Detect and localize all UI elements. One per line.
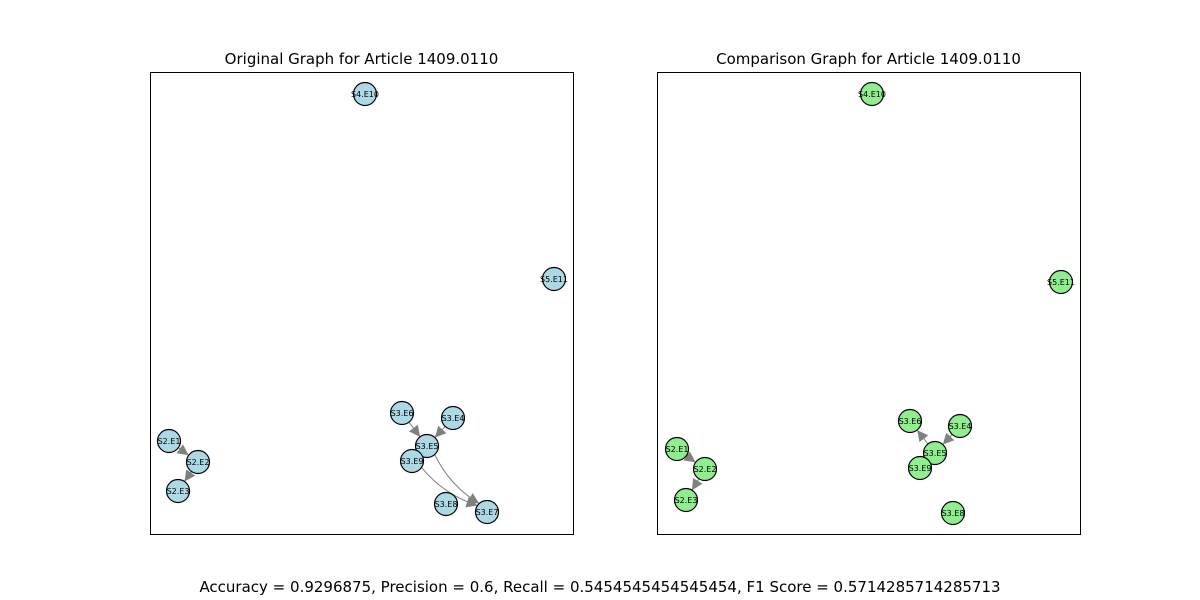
graph-node: S2.E3 xyxy=(673,487,699,513)
arrowhead-S3.E6-S3.E5 xyxy=(409,424,421,437)
graph-node: S3.E9 xyxy=(399,448,425,474)
node-label: S2.E2 xyxy=(187,458,210,467)
graph-node: S3.E4 xyxy=(440,405,466,431)
node-circle xyxy=(897,408,923,434)
right-graph-frame xyxy=(657,72,1081,535)
node-label: S4.E10 xyxy=(351,90,379,99)
graph-node: S2.E2 xyxy=(692,456,718,482)
arrowhead-S3.E4-S3.E5 xyxy=(942,432,955,445)
node-circle xyxy=(692,456,718,482)
node-circle xyxy=(185,449,211,475)
node-circle xyxy=(389,400,415,426)
node-circle xyxy=(541,266,567,292)
graph-node: S3.E7 xyxy=(474,499,500,525)
arrowhead-S3.E5-S3.E6 xyxy=(917,430,929,443)
graph-node: S3.E8 xyxy=(433,491,459,517)
node-label: S3.E9 xyxy=(909,464,932,473)
node-circle xyxy=(673,487,699,513)
node-label: S3.E5 xyxy=(416,442,439,451)
graph-node: S3.E5 xyxy=(414,433,440,459)
graph-node: S3.E9 xyxy=(907,455,933,481)
node-circle xyxy=(907,455,933,481)
node-circle xyxy=(414,433,440,459)
node-circle xyxy=(664,436,690,462)
node-circle xyxy=(1048,269,1074,295)
right-graph-title: Comparison Graph for Article 1409.0110 xyxy=(716,50,1021,68)
node-label: S3.E6 xyxy=(391,409,414,418)
node-label: S3.E4 xyxy=(949,422,972,431)
node-circle xyxy=(947,413,973,439)
graph-node: S2.E3 xyxy=(165,478,191,504)
node-label: S3.E7 xyxy=(476,508,499,517)
node-circle xyxy=(859,81,885,107)
node-circle xyxy=(922,440,948,466)
arrowhead-S3.E9-S3.E7 xyxy=(465,496,478,508)
graph-node: S2.E2 xyxy=(185,449,211,475)
graph-node: S3.E6 xyxy=(389,400,415,426)
left-panel-graph: S4.E10 S5.E11 S3.E6 S3.E4 S3.E5 S3.E9 S3.E8 S3.… xyxy=(156,81,568,525)
graph-node: S4.E10 xyxy=(858,81,886,107)
node-label: S2.E2 xyxy=(694,465,717,474)
node-circle xyxy=(399,448,425,474)
node-label: S3.E9 xyxy=(401,457,424,466)
node-circle xyxy=(474,499,500,525)
node-circle xyxy=(165,478,191,504)
node-label: S3.E4 xyxy=(442,414,465,423)
node-label: S5.E11 xyxy=(1047,278,1075,287)
arrowhead-S2.E1-S2.E2 xyxy=(683,451,696,463)
node-label: S2.E1 xyxy=(666,445,689,454)
node-label: S5.E11 xyxy=(540,275,568,284)
graph-node: S5.E11 xyxy=(540,266,568,292)
arrowhead-S2.E2-S2.E3 xyxy=(692,477,703,491)
graph-node: S4.E10 xyxy=(351,81,379,107)
node-circle xyxy=(433,491,459,517)
node-label: S2.E3 xyxy=(167,487,190,496)
node-circle xyxy=(156,428,182,454)
left-graph-frame xyxy=(150,72,574,535)
node-label: S3.E5 xyxy=(924,449,947,458)
left-graph-title: Original Graph for Article 1409.0110 xyxy=(224,50,499,68)
graph-node: S3.E6 xyxy=(897,408,923,434)
node-label: S4.E10 xyxy=(858,90,886,99)
arrowhead-S2.E2-S2.E3 xyxy=(184,469,196,482)
graph-node: S2.E1 xyxy=(156,428,182,454)
node-circle xyxy=(440,405,466,431)
metrics-summary: Accuracy = 0.9296875, Precision = 0.6, R… xyxy=(199,578,1001,596)
node-label: S3.E6 xyxy=(899,417,922,426)
graph-node: S3.E8 xyxy=(940,500,966,526)
node-circle xyxy=(352,81,378,107)
graph-node: S3.E5 xyxy=(922,440,948,466)
arrowhead-S2.E1-S2.E2 xyxy=(176,444,189,456)
arrowhead-S3.E4-S3.E5 xyxy=(434,425,447,438)
node-label: S3.E8 xyxy=(435,500,458,509)
node-label: S2.E3 xyxy=(675,496,698,505)
right-panel-graph: S4.E10 S5.E11 S3.E6 S3.E4 S3.E5 S3.E9 S3.E8 S2.… xyxy=(664,81,1075,526)
node-label: S3.E8 xyxy=(942,509,965,518)
node-label: S2.E1 xyxy=(158,437,181,446)
graph-node: S3.E4 xyxy=(947,413,973,439)
graph-node: S5.E11 xyxy=(1047,269,1075,295)
graph-node: S2.E1 xyxy=(664,436,690,462)
node-circle xyxy=(940,500,966,526)
